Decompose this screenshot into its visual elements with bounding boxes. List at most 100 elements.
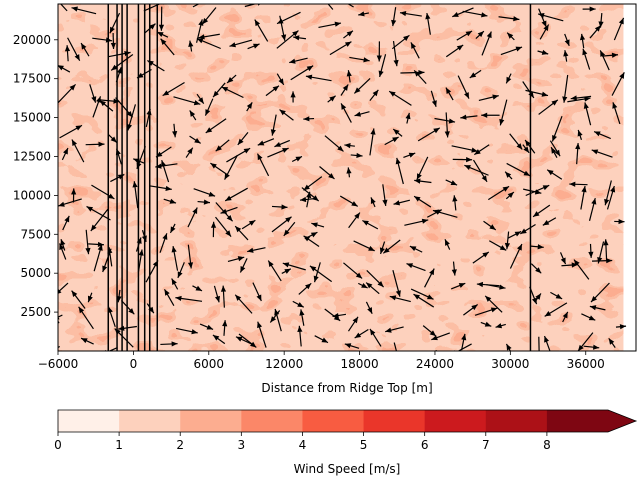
wind-arrow-head [444,239,450,246]
wind-arrow [358,282,368,289]
colorbar-bin-7-8 [485,410,548,432]
wind-arrow [98,98,120,104]
wind-arrow [344,343,360,349]
wind-arrow-head [544,336,550,343]
wind-arrow [388,90,412,106]
wind-arrow [276,11,301,25]
wind-arrow-head [305,283,312,290]
wind-arrow-head [105,37,113,43]
wind-arrow-head [58,201,65,207]
wind-arrow [212,334,226,345]
wind-arrow-head [506,76,512,84]
wind-arrow [462,10,488,18]
wind-arrow [234,225,249,241]
wind-arrow [392,41,399,67]
wind-arrow-head [224,173,230,180]
wind-arrow-head [392,137,399,143]
wind-arrow-head [141,235,147,242]
wind-arrow-head [284,268,291,274]
wind-arrow [370,197,376,208]
wind-arrow [238,333,257,348]
wind-arrow-head [482,251,489,258]
wind-arrow-head [192,207,198,214]
wind-arrow-head [81,43,87,50]
wind-arrow-head [303,235,311,242]
wind-arrow [303,235,320,247]
wind-arrow [327,95,336,103]
wind-arrow [289,57,308,64]
wind-arrow-head [321,337,328,343]
colorbar-bin-0-1 [58,410,120,432]
wind-arrow [161,160,170,183]
wind-arrow-head [274,141,281,147]
wind-arrow [314,335,329,344]
wind-arrow-head [59,243,65,250]
wind-arrow [369,128,376,156]
wind-arrow [133,158,145,164]
colorbar-bin-4-5 [302,410,365,432]
wind-arrow-head [227,77,234,83]
wind-arrow [389,295,411,303]
wind-arrow-head [226,215,233,222]
wind-arrow [504,171,513,180]
wind-arrow-head [114,328,121,335]
wind-arrow-head [418,69,425,76]
wind-arrow-head [110,136,117,143]
wind-arrow-head [202,17,209,25]
wind-arrow-head [75,125,82,131]
wind-arrow-head [313,275,319,283]
wind-arrow [189,110,197,121]
wind-arrow [234,294,253,314]
wind-arrow [80,42,90,57]
wind-arrow-head [346,70,352,77]
wind-arrow [413,293,435,308]
wind-arrow-head [408,152,416,158]
wind-arrow-head [164,289,170,296]
wind-arrow-head [537,244,544,250]
wind-arrow [241,219,256,230]
wind-arrow [222,320,228,336]
wind-arrow-head [516,244,522,251]
wind-arrow-head [471,304,478,311]
wind-arrow-head [299,309,305,316]
wind-arrow-head [290,91,296,98]
wind-arrow-head [520,228,527,234]
wind-arrow-head [198,97,204,104]
wind-arrow [579,33,586,49]
wind-arrow-head [405,112,411,120]
wind-arrow-head [525,140,531,147]
wind-arrow-head [86,206,94,212]
colorbar-bin-3-4 [241,410,303,432]
wind-arrow [475,30,485,40]
wind-arrow [544,302,568,317]
wind-arrow [107,133,118,143]
wind-arrow-head [48,348,55,353]
wind-arrow [434,117,456,124]
wind-arrow [347,316,359,332]
wind-arrow-head [448,118,456,124]
wind-arrow-head [257,140,265,146]
wind-arrow [146,303,155,314]
wind-arrow-head [225,195,232,201]
wind-arrow [457,75,470,99]
wind-arrow [413,69,427,85]
y-axis-ticks: 2500 5000 7500 10000 12500 15000 17500 20000 [13,33,58,319]
wind-arrow-head [136,237,142,244]
wind-arrow [71,139,85,163]
wind-arrow-head [551,99,558,106]
wind-arrow [583,344,600,350]
y-tick-label: 20000 [13,33,51,47]
wind-arrow-head [414,178,421,184]
wind-arrow [210,221,217,238]
wind-arrow [271,204,288,210]
wind-arrow-head [535,293,541,300]
wind-arrow-head [395,157,401,165]
wind-arrow [417,127,441,142]
wind-arrow-head [161,160,166,167]
wind-arrow [246,102,253,112]
wind-arrow [580,185,587,210]
wind-arrow [145,108,152,127]
wind-arrow [543,335,551,351]
wind-arrow-head [406,263,414,269]
wind-arrow-head [346,30,353,37]
